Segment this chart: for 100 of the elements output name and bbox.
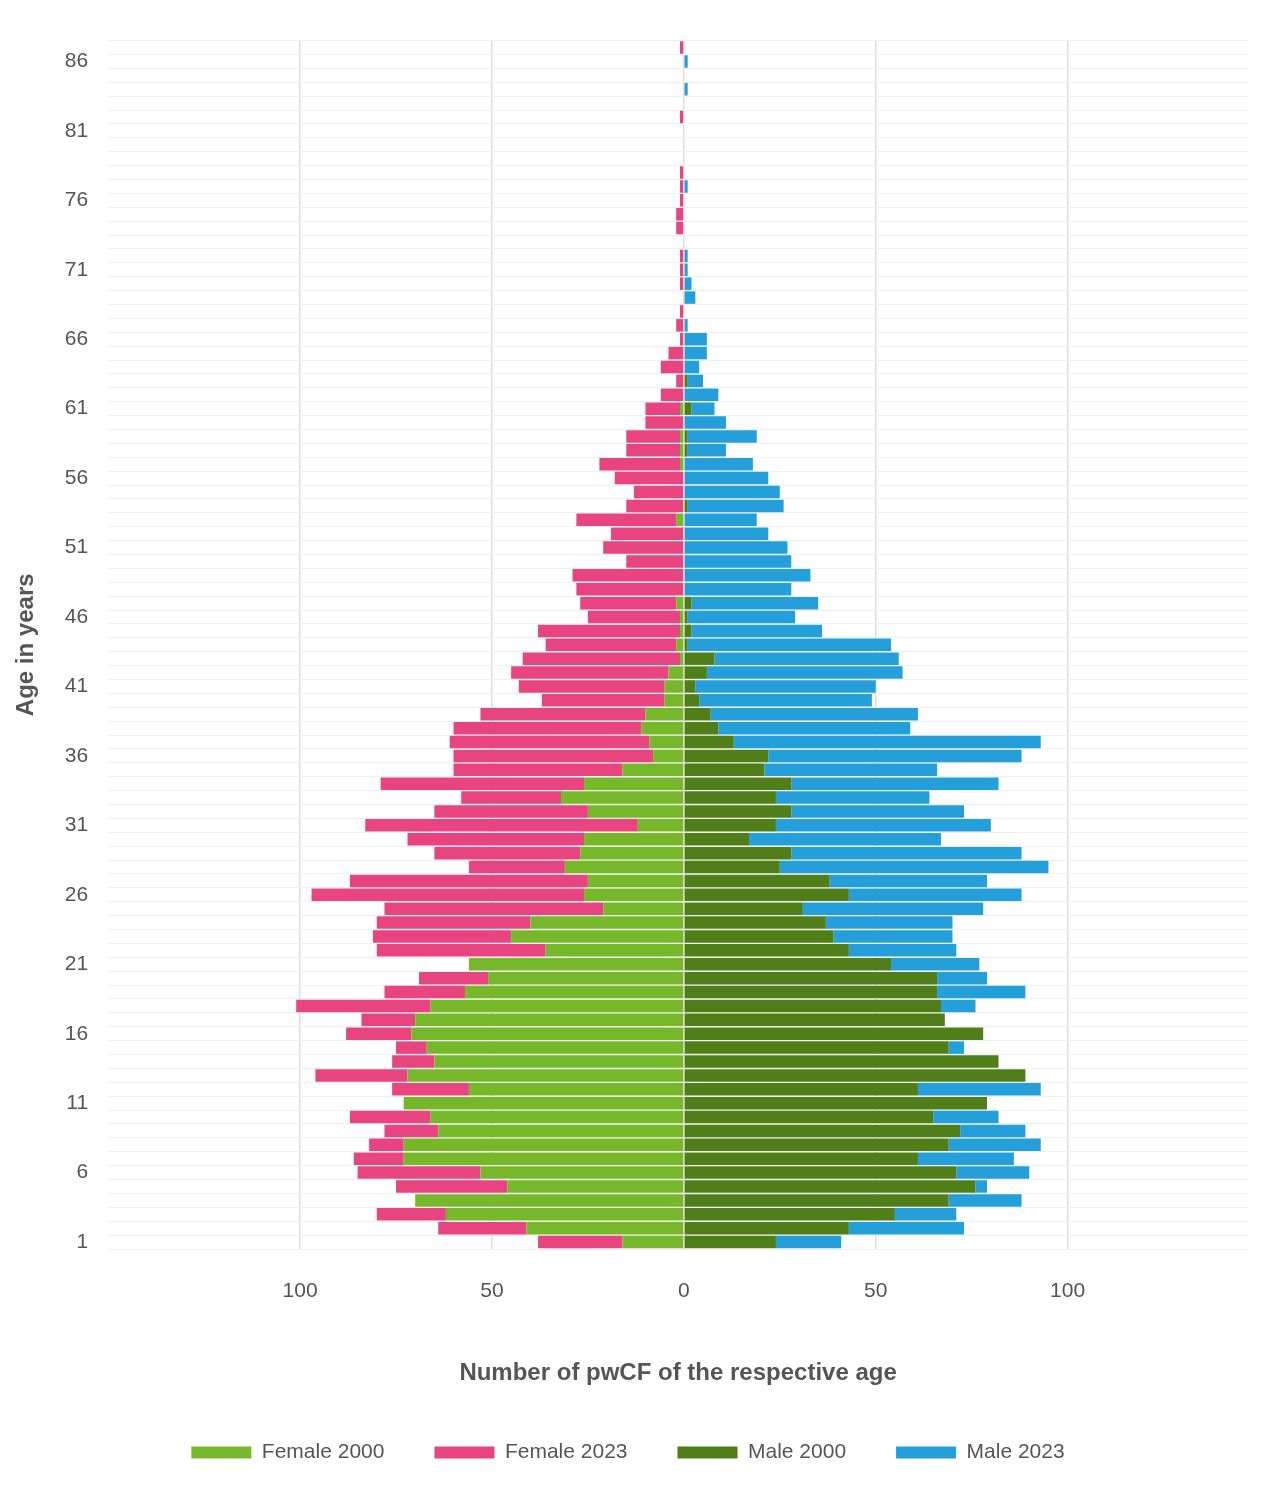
- bar: [937, 985, 1026, 999]
- bar: [641, 721, 684, 735]
- bar: [676, 374, 684, 388]
- bar: [430, 1110, 684, 1124]
- y-axis-title: Age in years: [11, 573, 39, 717]
- bar: [622, 1235, 684, 1249]
- bar: [653, 749, 684, 763]
- bar: [687, 610, 796, 624]
- bar: [676, 596, 684, 610]
- bar: [684, 721, 719, 735]
- x-axis-title: Number of pwCF of the respective age: [459, 1358, 897, 1386]
- bar: [684, 596, 692, 610]
- bar: [660, 360, 684, 374]
- bar: [384, 985, 466, 999]
- bar: [684, 749, 769, 763]
- bar: [684, 499, 688, 513]
- bar: [626, 499, 684, 513]
- bar: [668, 346, 684, 360]
- y-tick-label: 66: [64, 326, 89, 350]
- x-tick-label: 50: [864, 1278, 888, 1302]
- bar: [296, 999, 431, 1013]
- bar: [684, 374, 688, 388]
- y-tick-label: 81: [64, 117, 89, 141]
- bar: [684, 82, 688, 96]
- bar: [419, 971, 489, 985]
- bar: [684, 485, 780, 499]
- x-tick-label: 50: [480, 1278, 504, 1302]
- bar: [684, 874, 830, 888]
- bar: [587, 874, 684, 888]
- bar: [468, 860, 565, 874]
- bar: [940, 999, 976, 1013]
- legend-label: Female 2023: [504, 1439, 628, 1463]
- y-tick-label: 26: [64, 881, 89, 905]
- bar: [684, 735, 734, 749]
- y-tick-label: 21: [64, 951, 89, 975]
- bar: [768, 749, 1022, 763]
- x-tick-label: 100: [1050, 1278, 1086, 1302]
- y-tick-label: 71: [64, 256, 89, 280]
- bar: [680, 610, 684, 624]
- bar: [948, 1041, 964, 1054]
- bar: [430, 999, 684, 1013]
- bar: [680, 624, 684, 638]
- bar: [684, 360, 700, 374]
- bar: [676, 221, 684, 235]
- bar: [684, 471, 769, 485]
- bar: [538, 1235, 623, 1249]
- bar: [933, 1110, 999, 1124]
- y-tick-label: 76: [64, 187, 89, 211]
- bar: [438, 1124, 684, 1138]
- bar: [684, 402, 692, 415]
- y-tick-label: 41: [64, 673, 89, 697]
- bar: [676, 513, 684, 527]
- y-tick-label: 46: [64, 603, 89, 627]
- bar: [684, 180, 688, 193]
- bar: [775, 1235, 842, 1249]
- bar: [684, 860, 780, 874]
- bar: [829, 874, 988, 888]
- y-tick-label: 6: [76, 1159, 89, 1183]
- bar: [349, 1110, 431, 1124]
- bar: [614, 471, 684, 485]
- bar: [349, 874, 588, 888]
- bar: [691, 596, 819, 610]
- bar: [779, 860, 1049, 874]
- legend-label: Male 2023: [966, 1439, 1065, 1463]
- bar: [453, 721, 642, 735]
- bar: [960, 1124, 1026, 1138]
- bar: [684, 55, 688, 68]
- y-tick-label: 86: [64, 48, 89, 72]
- bar: [680, 402, 684, 415]
- y-tick-label: 51: [64, 534, 89, 558]
- bar: [733, 735, 1041, 749]
- bar: [684, 249, 688, 263]
- x-tick-label: 100: [282, 1278, 318, 1302]
- bar: [684, 610, 688, 624]
- bar: [684, 1110, 934, 1124]
- y-tick-label: 31: [64, 812, 89, 836]
- bar: [465, 985, 684, 999]
- y-tick-label: 16: [64, 1020, 89, 1044]
- bar: [684, 1124, 961, 1138]
- legend-label: Female 2000: [261, 1439, 385, 1463]
- bar: [587, 610, 680, 624]
- y-tick-label: 36: [64, 742, 89, 766]
- x-tick-label: 0: [677, 1278, 690, 1302]
- bar: [687, 374, 704, 388]
- bar: [684, 1235, 776, 1249]
- bar: [684, 346, 707, 360]
- bar: [680, 249, 684, 263]
- bar: [687, 499, 784, 513]
- bar: [580, 596, 677, 610]
- bar: [384, 1124, 439, 1138]
- bar: [684, 624, 692, 638]
- bar: [684, 999, 941, 1013]
- bar: [449, 735, 650, 749]
- bar: [718, 721, 911, 735]
- bar: [649, 735, 684, 749]
- y-tick-label: 56: [64, 464, 89, 488]
- bar: [680, 110, 684, 124]
- legend-label: Male 2000: [748, 1439, 847, 1463]
- y-tick-label: 11: [66, 1089, 89, 1113]
- bar: [453, 749, 654, 763]
